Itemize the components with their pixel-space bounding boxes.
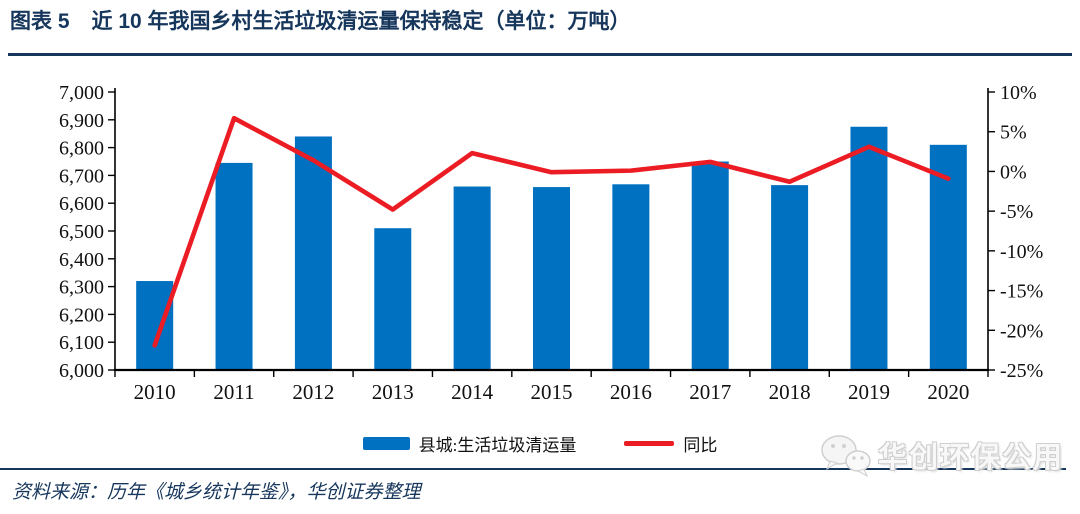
legend-bar-label: 县城:生活垃圾清运量 (418, 436, 577, 455)
bar-2018 (771, 185, 809, 370)
line-swatch (624, 441, 675, 446)
bar-2015 (533, 187, 570, 370)
legend-item-bar: 县城:生活垃圾清运量 (362, 431, 577, 456)
x-axis-label: 2020 (927, 380, 969, 404)
x-axis-label: 2017 (689, 380, 731, 404)
y-axis-label-left: 6,400 (59, 249, 104, 271)
x-axis-label: 2014 (451, 380, 494, 404)
x-axis-label: 2016 (610, 380, 652, 404)
legend-line-label: 同比 (683, 436, 718, 455)
figure-header: 图表 5 近 10 年我国乡村生活垃圾清运量保持稳定（单位：万吨） (10, 7, 1070, 37)
title-divider (8, 53, 1072, 56)
y-axis-label-left: 6,100 (59, 332, 104, 354)
y-axis-label-right: -5% (1000, 201, 1033, 223)
x-axis-label: 2019 (848, 380, 890, 404)
y-axis-label-right: 5% (1000, 122, 1027, 144)
bar-swatch (362, 437, 410, 450)
y-axis-label-left: 6,500 (59, 221, 104, 243)
bar-2020 (929, 144, 967, 370)
x-axis-label: 2013 (372, 380, 414, 404)
figure-number: 图表 5 (10, 10, 70, 33)
yoy-line (152, 115, 951, 348)
legend-item-line: 同比 (586, 431, 717, 456)
watermark-text: 华创环保公用 (877, 442, 1064, 474)
y-axis-label-right: -20% (1000, 320, 1043, 342)
chart-legend: 县城:生活垃圾清运量 同比 (0, 431, 1080, 456)
x-axis-label: 2010 (134, 380, 176, 404)
y-axis-label-right: -10% (1000, 241, 1043, 263)
y-axis-label-left: 7,000 (59, 82, 104, 104)
bar-2014 (453, 186, 491, 370)
bar-2011 (215, 162, 253, 370)
y-axis-label-right: -15% (1000, 281, 1043, 303)
y-axis-label-left: 6,200 (59, 304, 104, 326)
footer-divider (0, 468, 1066, 470)
y-axis-label-right: 0% (1000, 161, 1027, 183)
bar-2010 (136, 281, 174, 370)
watermark: 华创环保公用 (820, 433, 1064, 477)
y-axis-label-left: 6,000 (59, 360, 104, 382)
x-axis-label: 2015 (531, 380, 573, 404)
bar-2017 (691, 161, 729, 370)
chart-svg: 7,000 6,900 6,800 6,700 6,600 6,500 6,400 6,300… (59, 82, 1043, 404)
bar-2019 (850, 126, 888, 370)
x-axis-label: 2012 (292, 380, 334, 404)
bar-2013 (374, 228, 412, 370)
y-axis-label-left: 6,300 (59, 277, 104, 299)
x-axis-label: 2011 (213, 380, 254, 404)
y-axis-label-left: 6,800 (59, 138, 104, 160)
y-axis-label-left: 6,600 (59, 193, 104, 215)
y-axis-label-left: 6,700 (59, 165, 104, 187)
y-axis-label-right: -25% (1000, 360, 1043, 382)
bar-2012 (294, 136, 332, 370)
source-note: 资料来源：历年《城乡统计年鉴》，华创证券整理 (12, 482, 421, 503)
x-axis-label: 2018 (769, 380, 811, 404)
y-axis-label-right: 10% (1000, 82, 1037, 104)
wechat-icon (821, 435, 871, 477)
figure-title: 近 10 年我国乡村生活垃圾清运量保持稳定（单位：万吨） (91, 10, 631, 33)
bar-2016 (612, 184, 650, 370)
y-axis-label-left: 6,900 (59, 110, 104, 132)
